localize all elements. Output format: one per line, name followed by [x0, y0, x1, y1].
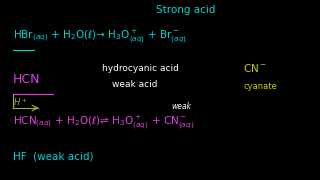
- Text: HCN: HCN: [13, 73, 40, 86]
- Text: hydrocyanic acid: hydrocyanic acid: [102, 64, 179, 73]
- Text: CN$^-$: CN$^-$: [243, 62, 267, 74]
- Text: $H^+$: $H^+$: [13, 97, 27, 108]
- Text: weak: weak: [171, 102, 191, 111]
- Text: HCN$_{(aq)}$ + H$_2$O($\ell$)⇌ H$_3$O$^+_{(aq)}$ + CN$^-_{(aq)}$: HCN$_{(aq)}$ + H$_2$O($\ell$)⇌ H$_3$O$^+…: [13, 114, 194, 131]
- Text: HBr$_{(aq)}$ + H$_2$O($\ell$)→ H$_3$O$^+_{(aq)}$ + Br$^-_{(aq)}$: HBr$_{(aq)}$ + H$_2$O($\ell$)→ H$_3$O$^+…: [13, 27, 187, 45]
- Text: cyanate: cyanate: [243, 82, 277, 91]
- Text: HF  (weak acid): HF (weak acid): [13, 152, 93, 162]
- Text: Strong acid: Strong acid: [156, 5, 215, 15]
- Text: weak acid: weak acid: [112, 80, 157, 89]
